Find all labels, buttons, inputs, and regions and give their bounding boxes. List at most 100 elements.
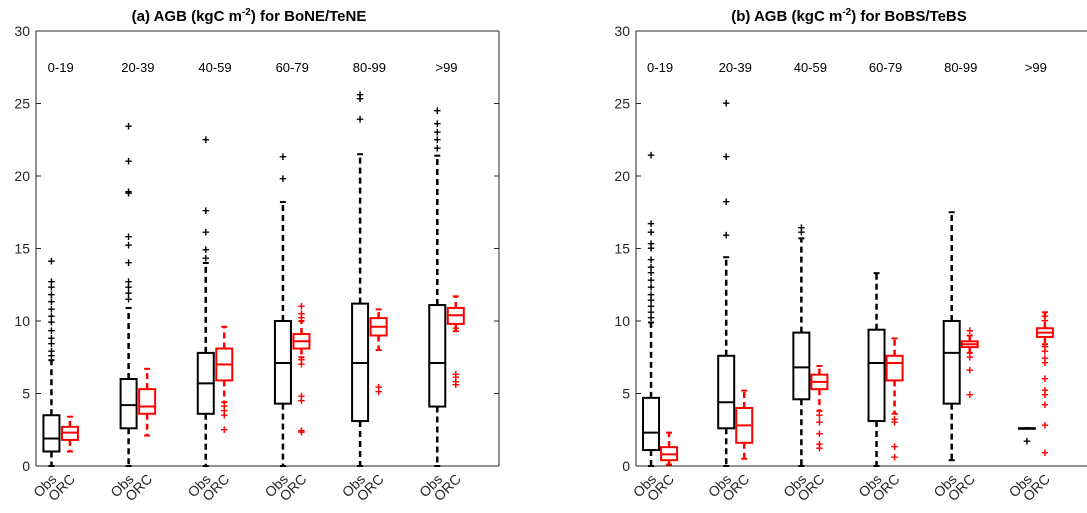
group-label: 80-99: [353, 60, 386, 75]
outlier-marker: +: [356, 91, 364, 106]
y-tick-label: 15: [14, 241, 30, 257]
outlier-marker: +: [816, 441, 824, 456]
outlier-marker: +: [279, 171, 287, 186]
outlier-marker: +: [298, 423, 306, 438]
outlier-marker: +: [48, 274, 56, 289]
outlier-marker: +: [722, 227, 730, 242]
box-orc: [885, 354, 904, 382]
y-tick-label: 25: [14, 96, 30, 112]
outlier-marker: +: [966, 323, 974, 338]
outlier-marker: +: [48, 323, 56, 338]
outlier-marker: +: [298, 352, 306, 367]
y-tick-label: 10: [14, 313, 30, 329]
group-label: 40-59: [794, 60, 827, 75]
y-tick-label: 15: [614, 241, 630, 257]
group-label: >99: [435, 60, 457, 75]
outlier-marker: +: [452, 377, 460, 392]
outlier-marker: +: [816, 436, 824, 451]
outlier-marker: +: [647, 280, 655, 295]
box-obs: [792, 331, 811, 401]
outlier-marker: +: [125, 154, 133, 169]
outlier-marker: +: [452, 367, 460, 382]
outlier-marker: +: [125, 185, 133, 200]
outlier-marker: +: [202, 132, 210, 147]
outlier-marker: +: [48, 309, 56, 324]
group-label: >99: [1025, 60, 1047, 75]
outlier-marker: +: [1023, 433, 1031, 448]
outlier-marker: +: [1041, 383, 1049, 398]
outlier-marker: +: [202, 242, 210, 257]
group-label: 60-79: [869, 60, 902, 75]
outlier-marker: +: [1041, 343, 1049, 358]
outlier-marker: +: [647, 259, 655, 274]
outlier-marker: +: [125, 291, 133, 306]
outlier-marker: +: [433, 125, 441, 140]
outlier-marker: +: [722, 194, 730, 209]
outlier-marker: +: [125, 184, 133, 199]
outlier-marker: +: [1041, 397, 1049, 412]
outlier-marker: +: [647, 293, 655, 308]
outlier-marker: +: [298, 425, 306, 440]
outlier-marker: +: [48, 343, 56, 358]
outlier-marker: +: [1041, 387, 1049, 402]
outlier-marker: +: [48, 254, 56, 269]
y-tick-label: 20: [614, 168, 630, 184]
outlier-marker: +: [647, 299, 655, 314]
outlier-marker: +: [433, 140, 441, 155]
outlier-marker: +: [433, 132, 441, 147]
outlier-marker: +: [298, 306, 306, 321]
outlier-marker: +: [220, 422, 228, 437]
outlier-marker: +: [433, 103, 441, 118]
outlier-marker: +: [452, 370, 460, 385]
outlier-marker: +: [48, 314, 56, 329]
outlier-marker: +: [48, 348, 56, 363]
outlier-marker: +: [1041, 417, 1049, 432]
outlier-marker: +: [202, 251, 210, 266]
group-label: 20-39: [719, 60, 752, 75]
outlier-marker: +: [452, 374, 460, 389]
outlier-marker: +: [1041, 309, 1049, 324]
group-label: 0-19: [48, 60, 74, 75]
outlier-marker: +: [816, 426, 824, 441]
outlier-marker: +: [279, 149, 287, 164]
outlier-marker: +: [1041, 339, 1049, 354]
y-tick-label: 0: [622, 458, 630, 474]
outlier-marker: +: [1041, 355, 1049, 370]
outlier-marker: +: [1041, 351, 1049, 366]
box-obs: [642, 396, 661, 452]
outlier-marker: +: [891, 449, 899, 464]
outlier-marker: +: [298, 357, 306, 372]
outlier-marker: +: [298, 310, 306, 325]
outlier-marker: +: [125, 274, 133, 289]
outlier-marker: +: [647, 225, 655, 240]
outlier-marker: +: [125, 280, 133, 295]
outlier-marker: +: [48, 336, 56, 351]
outlier-marker: +: [298, 388, 306, 403]
outlier-marker: +: [966, 362, 974, 377]
outlier-marker: +: [48, 301, 56, 316]
chart-title-b: (b) AGB (kgC m-2) for BoBS/TeBS: [731, 7, 967, 25]
outlier-marker: +: [647, 236, 655, 251]
outlier-marker: +: [202, 225, 210, 240]
group-label: 40-59: [198, 60, 231, 75]
y-tick-label: 5: [622, 386, 630, 402]
outlier-marker: +: [647, 265, 655, 280]
outlier-marker: +: [48, 330, 56, 345]
box-obs: [42, 414, 61, 453]
chart-title-a: (a) AGB (kgC m-2) for BoNE/TeNE: [132, 7, 367, 25]
group-label: 60-79: [276, 60, 309, 75]
outlier-marker: +: [125, 229, 133, 244]
box-obs: [717, 354, 736, 430]
outlier-marker: +: [298, 393, 306, 408]
outlier-marker: +: [891, 415, 899, 430]
outlier-marker: +: [48, 280, 56, 295]
outlier-marker: +: [647, 252, 655, 267]
y-tick-label: 25: [614, 96, 630, 112]
panel-b: (b) AGB (kgC m-2) for BoBS/TeBS 0 5 10 15 20…: [614, 7, 1087, 504]
group-label: 80-99: [944, 60, 977, 75]
outlier-marker: +: [647, 216, 655, 231]
outlier-marker: +: [220, 403, 228, 418]
panel-a: (a) AGB (kgC m-2) for BoNE/TeNE 0 5 10 15 20…: [14, 7, 500, 504]
outlier-marker: +: [647, 287, 655, 302]
outlier-marker: +: [375, 384, 383, 399]
